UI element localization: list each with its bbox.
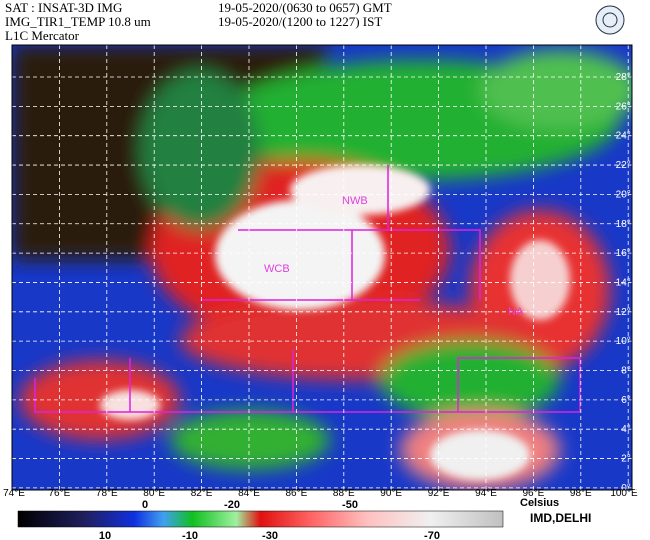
graticule-labels: 74°E 76°E 78°E 80°E 82°E 84°E 86°E 88°E 90°E 92°E…	[3, 72, 638, 499]
latitude-label: 28°N	[616, 72, 638, 83]
satellite: SAT : INSAT-3D IMG	[5, 0, 122, 15]
colorbar-label: -70	[424, 530, 440, 540]
longitude-label: 88°E	[333, 488, 355, 499]
longitude-label: 90°E	[380, 488, 402, 499]
longitude-label: 76°E	[49, 488, 71, 499]
colorbar	[17, 510, 504, 528]
longitude-label: 98°E	[570, 488, 592, 499]
imagery	[12, 45, 632, 490]
imd-logo	[595, 5, 625, 35]
region-label: NWB	[342, 195, 368, 207]
latitude-label: 0°N	[621, 483, 638, 494]
longitude-label: 78°E	[96, 488, 118, 499]
colorbar-label: -20	[224, 499, 240, 511]
latitude-label: 14°N	[616, 277, 638, 288]
time-ist: 19-05-2020/(1200 to 1227) IST	[218, 14, 382, 29]
latitude-label: 2°N	[621, 454, 638, 465]
latitude-label: 6°N	[621, 395, 638, 406]
source: IMD,DELHI	[530, 511, 591, 525]
product: IMG_TIR1_TEMP 10.8 um	[5, 14, 151, 29]
longitude-label: 82°E	[191, 488, 213, 499]
colorbar-label: -10	[182, 530, 198, 540]
time-gmt: 19-05-2020/(0630 to 0657) GMT	[218, 0, 392, 15]
graticule	[11, 45, 632, 490]
longitude-label: 84°E	[238, 488, 260, 499]
latitude-label: 24°N	[616, 131, 638, 142]
longitude-label: 80°E	[143, 488, 165, 499]
longitude-label: 100°E	[610, 488, 638, 499]
longitude-label: 86°E	[286, 488, 308, 499]
region-label: NA	[508, 306, 524, 318]
colorbar-label: -50	[342, 499, 358, 511]
colorbar-unit: Celsius	[520, 497, 559, 509]
latitude-label: 26°N	[616, 101, 638, 112]
region-boxes	[34, 165, 581, 413]
longitude-label: 94°E	[475, 488, 497, 499]
colorbar-label: -30	[262, 530, 278, 540]
latitude-label: 20°N	[616, 189, 638, 200]
latitude-label: 16°N	[616, 248, 638, 259]
longitude-label: 96°E	[523, 488, 545, 499]
latitude-label: 22°N	[616, 160, 638, 171]
colorbar-label: 10	[99, 530, 111, 540]
projection: L1C Mercator	[5, 28, 80, 43]
colorbar-label: 0	[142, 499, 148, 511]
latitude-label: 18°N	[616, 219, 638, 230]
latitude-label: 12°N	[616, 307, 638, 318]
map-frame	[11, 44, 633, 491]
region-label: WCB	[264, 263, 290, 275]
latitude-label: 10°N	[616, 336, 638, 347]
latitude-label: 4°N	[621, 424, 638, 435]
longitude-label: 92°E	[428, 488, 450, 499]
longitude-label: 74°E	[3, 488, 25, 499]
latitude-label: 8°N	[621, 366, 638, 377]
